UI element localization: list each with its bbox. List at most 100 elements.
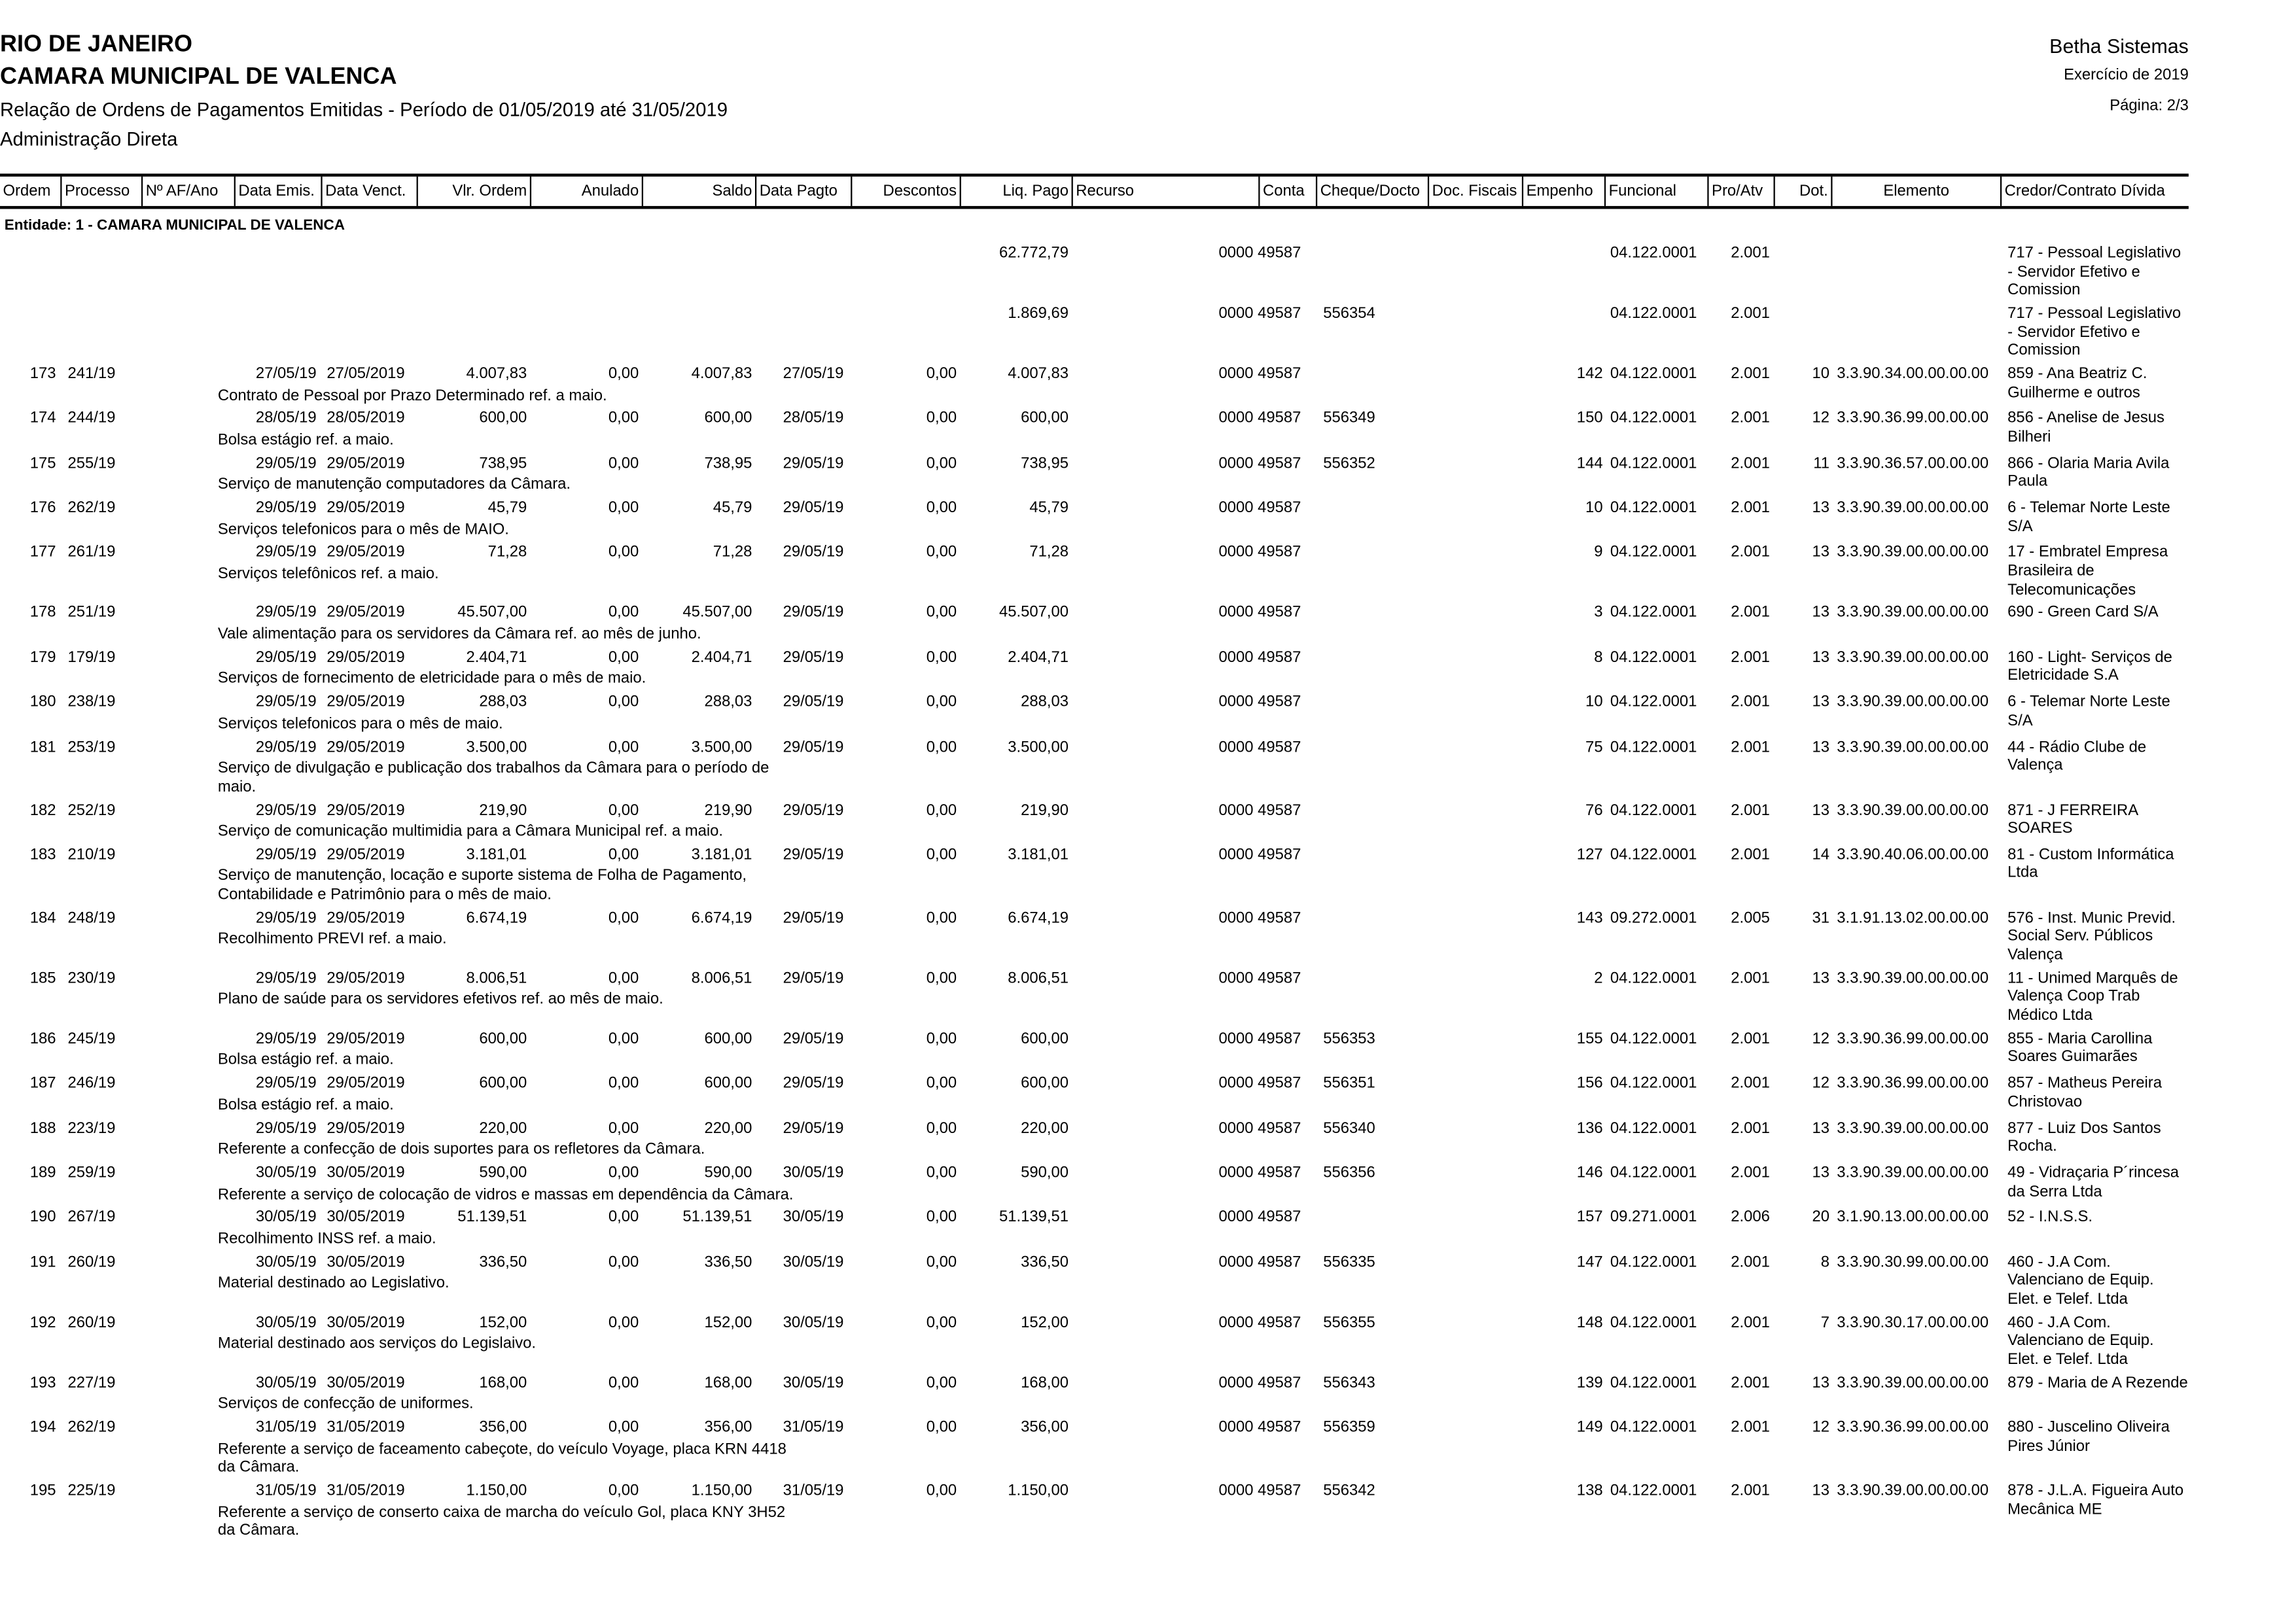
cell-venct: 31/05/2019	[327, 1482, 405, 1499]
cell-liq: 51.139,51	[999, 1208, 1069, 1227]
column-header: Doc. Fiscais	[1429, 176, 1524, 206]
cell-conta: 0000 49587	[1218, 1418, 1301, 1437]
cell-venct: 29/05/2019	[327, 604, 405, 622]
cell-processo: 179/19	[67, 648, 116, 667]
cell-anulado: 0,00	[608, 801, 639, 819]
cell-credor: 690 - Green Card S/A	[2007, 604, 2159, 622]
column-header: Dot.	[1775, 176, 1833, 206]
cell-empenho: 142	[1576, 364, 1603, 383]
cell-empenho: 147	[1576, 1253, 1603, 1271]
cell-processo: 248/19	[67, 909, 116, 927]
administration-label: Administração Direta	[0, 128, 178, 150]
cell-vlr: 168,00	[479, 1374, 527, 1392]
cell-anulado: 0,00	[608, 648, 639, 667]
order-description: Serviço de divulgação e publicação dos t…	[217, 759, 769, 796]
column-header: Funcional	[1606, 176, 1709, 206]
cell-proatv: 2.001	[1731, 1164, 1770, 1182]
cell-credor: 17 - Embratel Empresa Brasileira de Tele…	[2007, 544, 2168, 599]
cell-saldo: 590,00	[704, 1164, 752, 1182]
cell-emis: 28/05/19	[255, 410, 317, 428]
state-title: RIO DE JANEIRO	[0, 32, 192, 58]
cell-venct: 29/05/2019	[327, 648, 405, 667]
table-row: 1.869,69 0000 49587 556354 04.122.0001 2.001…	[0, 305, 2189, 365]
cell-credor: 866 - Olaria Maria Avila Paula	[2007, 454, 2170, 491]
cell-liq: 45,79	[1029, 498, 1069, 517]
cell-pagto: 29/05/19	[783, 846, 844, 864]
orders-table: 62.772,79 0000 49587 04.122.0001 2.001 717 -…	[0, 244, 2189, 1544]
cell-liq: 356,00	[1021, 1418, 1069, 1437]
cell-ordem: 193	[29, 1374, 56, 1392]
cell-conta: 0000 49587	[1218, 1119, 1301, 1137]
cell-elemento: 3.1.90.13.00.00.00.00	[1837, 1208, 1989, 1227]
cell-anulado: 0,00	[608, 1482, 639, 1499]
cell-dot: 12	[1812, 1074, 1830, 1092]
order-description: Plano de saúde para os servidores efetiv…	[217, 990, 663, 1009]
order-description: Contrato de Pessoal por Prazo Determinad…	[217, 386, 607, 404]
cell-emis: 30/05/19	[255, 1313, 317, 1331]
table-row: 186 245/19 29/05/19 29/05/2019 600,00 0,00 600…	[0, 1030, 2189, 1074]
cell-liq: 71,28	[1029, 544, 1069, 562]
cell-processo: 238/19	[67, 693, 116, 711]
cell-empenho: 10	[1585, 498, 1603, 517]
cell-processo: 210/19	[67, 846, 116, 864]
cell-saldo: 168,00	[704, 1374, 752, 1392]
cell-elemento: 3.3.90.36.99.00.00.00	[1837, 1418, 1989, 1437]
cell-vlr: 220,00	[479, 1119, 527, 1137]
cell-anulado: 0,00	[608, 1119, 639, 1137]
cell-saldo: 45.507,00	[682, 604, 752, 622]
cell-dot: 13	[1812, 1119, 1830, 1137]
cell-conta: 0000 49587	[1218, 909, 1301, 927]
cell-dot: 13	[1812, 1482, 1830, 1499]
column-header: Elemento	[1833, 176, 2002, 206]
cell-liq: 45.507,00	[999, 604, 1069, 622]
cell-saldo: 45,79	[713, 498, 752, 517]
table-row: 180 238/19 29/05/19 29/05/2019 288,03 0,00 288…	[0, 693, 2189, 738]
cell-venct: 29/05/2019	[327, 1030, 405, 1048]
column-header: Data Venct.	[323, 176, 418, 206]
cell-vlr: 152,00	[479, 1313, 527, 1331]
cell-funcional: 09.271.0001	[1610, 1208, 1697, 1227]
cell-descontos: 0,00	[926, 1482, 957, 1499]
cell-dot: 7	[1820, 1313, 1830, 1331]
cell-processo: 244/19	[67, 410, 116, 428]
order-description: Referente a confecção de dois suportes p…	[217, 1140, 705, 1159]
cell-vlr: 3.500,00	[466, 738, 527, 756]
cell-conta: 0000 49587	[1218, 693, 1301, 711]
order-description: Material destinado aos serviços do Legis…	[217, 1335, 537, 1353]
cell-ordem: 187	[29, 1074, 56, 1092]
cell-emis: 29/05/19	[255, 1074, 317, 1092]
cell-vlr: 336,50	[479, 1253, 527, 1271]
table-row: 176 262/19 29/05/19 29/05/2019 45,79 0,00 45,7…	[0, 499, 2189, 544]
cell-liq: 1.869,69	[1008, 304, 1069, 323]
cell-empenho: 127	[1576, 846, 1603, 864]
column-header: Recurso	[1073, 176, 1260, 206]
cell-elemento: 3.3.90.39.00.00.00.00	[1837, 544, 1989, 562]
cell-conta: 0000 49587	[1218, 1313, 1301, 1331]
cell-proatv: 2.001	[1731, 1030, 1770, 1048]
cell-saldo: 71,28	[713, 544, 752, 562]
cell-dot: 8	[1820, 1253, 1830, 1271]
cell-proatv: 2.001	[1731, 1418, 1770, 1437]
cell-emis: 29/05/19	[255, 1030, 317, 1048]
cell-pagto: 29/05/19	[783, 544, 844, 562]
cell-liq: 168,00	[1021, 1374, 1069, 1392]
column-header: Cheque/Docto	[1317, 176, 1430, 206]
cell-conta: 0000 49587	[1218, 604, 1301, 622]
cell-processo: 260/19	[67, 1253, 116, 1271]
cell-dot: 11	[1813, 454, 1830, 472]
table-row: 187 246/19 29/05/19 29/05/2019 600,00 0,00 600…	[0, 1074, 2189, 1119]
cell-dot: 13	[1812, 969, 1830, 987]
order-description: Serviços de confecção de uniformes.	[217, 1395, 474, 1413]
cell-processo: 255/19	[67, 454, 116, 472]
cell-venct: 29/05/2019	[327, 738, 405, 756]
cell-descontos: 0,00	[926, 544, 957, 562]
cell-processo: 253/19	[67, 738, 116, 756]
cell-empenho: 143	[1576, 909, 1603, 927]
order-description: Serviços telefonicos para o mês de MAIO.	[217, 520, 509, 538]
cell-emis: 30/05/19	[255, 1253, 317, 1271]
cell-emis: 30/05/19	[255, 1374, 317, 1392]
cell-saldo: 2.404,71	[691, 648, 752, 667]
cell-processo: 267/19	[67, 1208, 116, 1227]
cell-funcional: 04.122.0001	[1610, 846, 1697, 864]
cell-ordem: 182	[29, 801, 56, 819]
